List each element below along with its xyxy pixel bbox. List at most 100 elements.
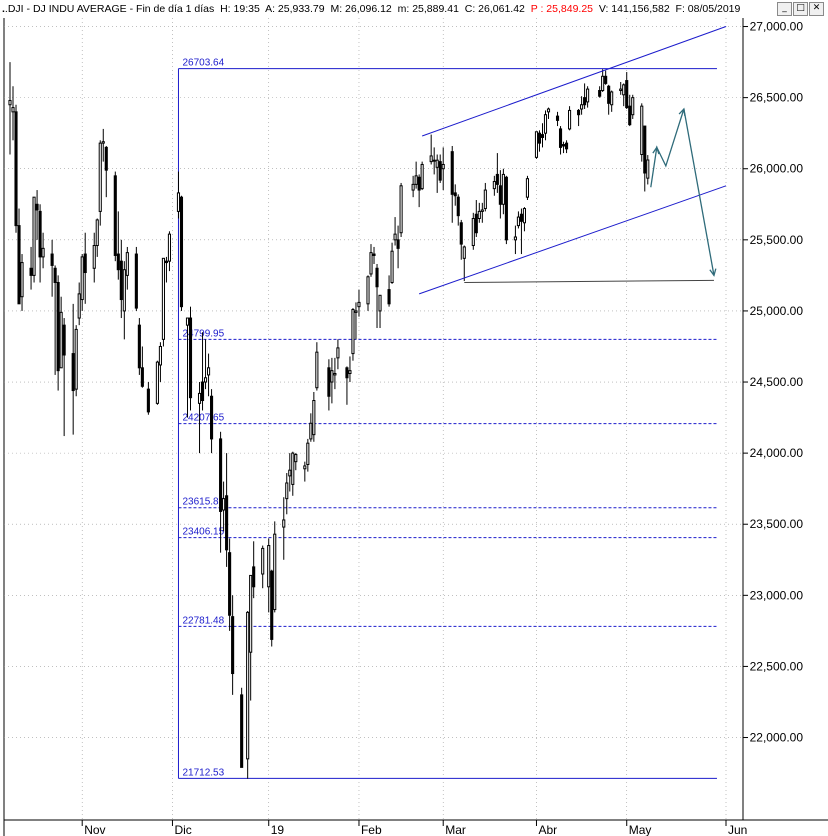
header-date: F: 08/05/2019 [675, 3, 741, 15]
candle-body [200, 381, 205, 402]
candle-body [631, 97, 635, 116]
candle-body [604, 75, 608, 84]
x-tick-label: 19 [271, 823, 285, 836]
y-tick-label: 26,000.00 [750, 162, 804, 176]
candle-body [252, 566, 256, 588]
header-high: M: 26,096.12 [330, 3, 392, 15]
projection-arrowhead [678, 107, 686, 117]
candle-body [646, 159, 650, 179]
y-tick-label: 23,000.00 [750, 588, 804, 602]
candle-body [474, 213, 478, 234]
candle-body [312, 400, 316, 436]
candle-body [71, 353, 75, 392]
candle-body [134, 253, 138, 309]
header-symbol: .DJI [4, 3, 24, 15]
close-button[interactable]: ✕ [809, 2, 824, 16]
fibonacci-level-label: 23406.15 [182, 527, 224, 538]
maximize-button[interactable]: □ [793, 2, 808, 16]
candle-body [610, 91, 614, 106]
candle-body [188, 317, 193, 399]
fibonacci-level-label: 21712.53 [182, 767, 224, 778]
candle-body [291, 452, 295, 485]
header-low: m: 25,889.41 [397, 3, 459, 15]
candle-body [83, 253, 87, 274]
window-controls: _ □ ✕ [777, 2, 824, 16]
chart-header: ..DJI - DJ INDU AVERAGE - Fin de día 1 d… [2, 3, 741, 15]
candle-body [207, 367, 211, 376]
candle-body [35, 203, 39, 211]
candle-body [471, 218, 475, 247]
candle-body [598, 90, 602, 97]
candle-body [113, 175, 117, 256]
candle-body [306, 442, 310, 466]
candle-body [80, 256, 84, 301]
candle-body [477, 210, 481, 220]
candle-body [417, 176, 421, 191]
candle-body [483, 189, 487, 210]
candle-body [116, 253, 120, 271]
candle-body [197, 392, 202, 404]
candle-body [50, 253, 54, 266]
candle-body [41, 247, 45, 258]
candle-body [74, 328, 78, 390]
candle-body [513, 236, 517, 241]
candle-body [8, 99, 12, 106]
candle-body [282, 519, 286, 528]
candle-body [267, 545, 271, 588]
x-tick-label: Abr [538, 823, 557, 836]
projection-path [650, 108, 715, 276]
candle-body [522, 208, 526, 224]
header-time: H: 19:35 [220, 3, 260, 15]
candle-body [246, 611, 250, 760]
projection-arrowhead [652, 145, 660, 155]
candle-body [628, 105, 632, 126]
candle-body [228, 552, 232, 616]
candle-body [161, 257, 165, 340]
candle-body [565, 142, 569, 150]
fibonacci-level-label: 24799.95 [182, 328, 224, 339]
fibonacci-level-label: 22781.48 [182, 615, 224, 626]
candle-body [155, 361, 159, 404]
candle-body [495, 173, 499, 185]
candle-body [231, 616, 235, 675]
candle-body [450, 151, 454, 195]
candle-body [95, 219, 99, 247]
candle-body [420, 163, 424, 190]
candle-body [261, 547, 265, 575]
candle-body [351, 309, 355, 355]
minimize-button[interactable]: _ [777, 2, 792, 16]
header-period: Fin de día 1 días [136, 3, 215, 15]
candle-body [98, 142, 102, 212]
candle-body [20, 262, 24, 298]
x-tick-label: Mar [445, 823, 466, 836]
x-tick-label: May [629, 823, 652, 836]
x-tick-label: Jun [728, 823, 747, 836]
candle-body [62, 324, 66, 356]
candle-body [438, 161, 442, 181]
x-tick-label: Nov [84, 823, 105, 836]
candle-body [568, 109, 572, 130]
candle-body [146, 388, 150, 413]
candle-body [619, 88, 623, 92]
candle-body [164, 260, 168, 264]
candle-body [498, 185, 502, 205]
candle-body [336, 347, 340, 359]
candle-body [640, 105, 644, 156]
candle-body [525, 178, 529, 198]
x-tick-label: Dic [174, 823, 191, 836]
candle-body [32, 196, 36, 276]
candle-body [249, 574, 253, 653]
candle-body [378, 294, 382, 312]
candle-body [369, 252, 373, 275]
candle-body [333, 372, 337, 376]
candle-body [315, 351, 319, 389]
candle-body [387, 289, 391, 305]
candle-body [429, 155, 433, 163]
y-tick-label: 23,500.00 [750, 517, 804, 531]
candle-body [456, 196, 460, 217]
candle-body [540, 134, 545, 138]
candle-body [441, 163, 445, 170]
candle-body [119, 260, 123, 301]
